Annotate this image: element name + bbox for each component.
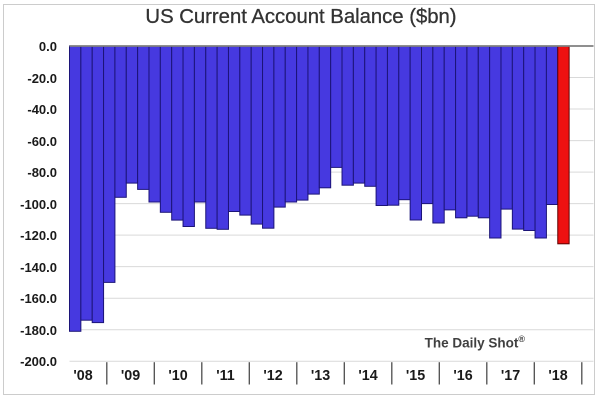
svg-text:'16: '16 — [453, 368, 472, 384]
svg-text:'18: '18 — [548, 368, 567, 384]
svg-text:'12: '12 — [263, 368, 282, 384]
svg-text:'11: '11 — [216, 368, 235, 384]
svg-text:'09: '09 — [121, 368, 140, 384]
svg-text:'14: '14 — [358, 368, 377, 384]
svg-text:'13: '13 — [311, 368, 330, 384]
svg-text:'17: '17 — [501, 368, 520, 384]
svg-text:'10: '10 — [168, 368, 187, 384]
svg-text:'15: '15 — [406, 368, 425, 384]
svg-text:'08: '08 — [73, 368, 92, 384]
